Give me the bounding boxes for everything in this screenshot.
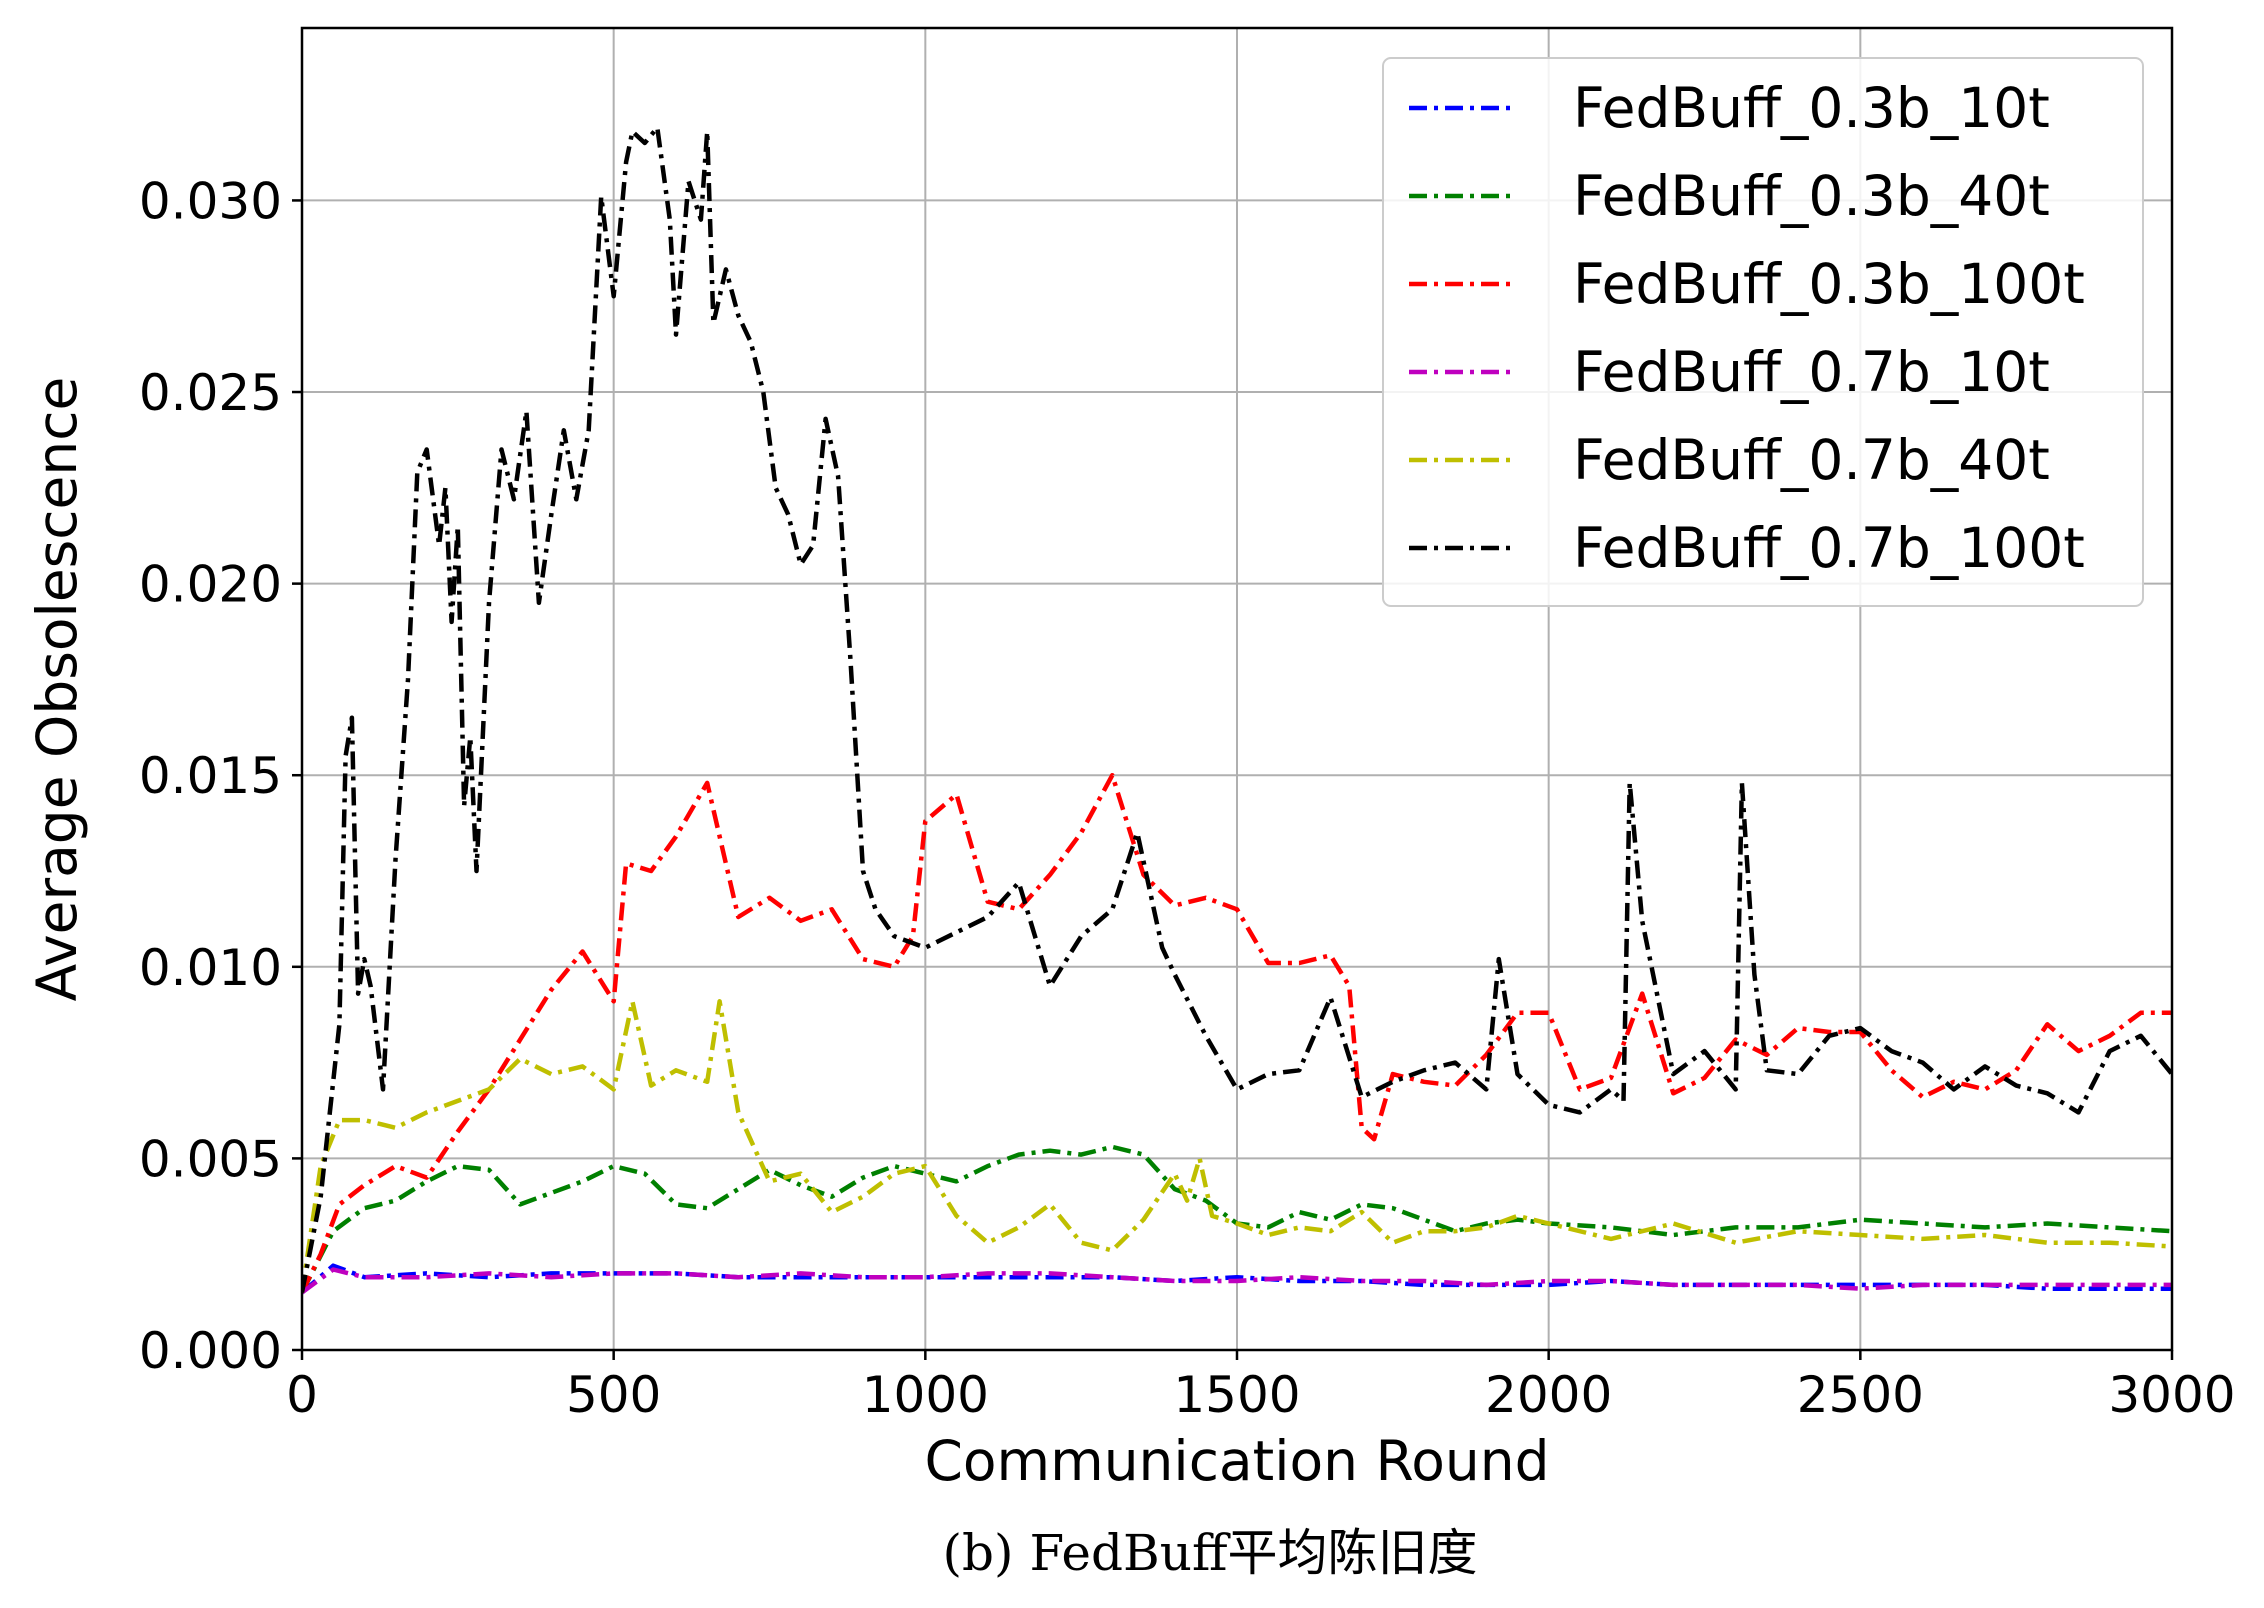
x-axis-label: Communication Round xyxy=(924,1429,1549,1493)
legend-label: FedBuff_0.3b_100t xyxy=(1573,252,2085,316)
plot-area xyxy=(302,125,2172,1295)
y-tick-label: 0.000 xyxy=(139,1322,282,1380)
y-tick-label: 0.030 xyxy=(139,172,282,230)
y-tick-label: 0.025 xyxy=(139,364,282,422)
series-line-FedBuff_0.3b_100t xyxy=(302,772,2172,1294)
x-tick-label: 3000 xyxy=(2108,1366,2235,1424)
series-line-FedBuff_0.7b_40t xyxy=(302,999,2172,1293)
legend-box xyxy=(1382,57,2144,607)
series-line-FedBuff_0.7b_100t xyxy=(302,125,2172,1293)
x-tick-label: 2500 xyxy=(1797,1366,1924,1424)
x-tick-label: 2000 xyxy=(1485,1366,1612,1424)
series-line-FedBuff_0.7b_10t xyxy=(302,1267,2172,1295)
x-tick-label: 1000 xyxy=(862,1366,989,1424)
legend-label: FedBuff_0.7b_10t xyxy=(1573,340,2050,404)
series-line-FedBuff_0.3b_40t xyxy=(302,1144,2172,1294)
y-tick-label: 0.010 xyxy=(139,939,282,997)
legend-label: FedBuff_0.7b_40t xyxy=(1573,428,2050,492)
legend-label: FedBuff_0.7b_100t xyxy=(1573,516,2085,580)
x-tick-label: 0 xyxy=(286,1366,318,1424)
y-tick-label: 0.020 xyxy=(139,556,282,614)
legend-label: FedBuff_0.3b_10t xyxy=(1573,76,2050,140)
y-axis-label: Average Obsolescence xyxy=(25,377,89,1002)
x-tick-label: 1500 xyxy=(1173,1366,1300,1424)
axis-ticks: 0 500 1000 1500 2000 2500 3000 0.000 0.005 0.010 0… xyxy=(139,172,2236,1424)
y-tick-label: 0.005 xyxy=(139,1130,282,1188)
x-tick-label: 500 xyxy=(566,1366,661,1424)
y-tick-label: 0.015 xyxy=(139,747,282,805)
legend: FedBuff_0.3b_10t FedBuff_0.3b_40t FedBuff_… xyxy=(1382,57,2144,607)
figure-caption: (b) FedBuff平均陈旧度 xyxy=(943,1524,1478,1582)
legend-label: FedBuff_0.3b_40t xyxy=(1573,164,2050,228)
